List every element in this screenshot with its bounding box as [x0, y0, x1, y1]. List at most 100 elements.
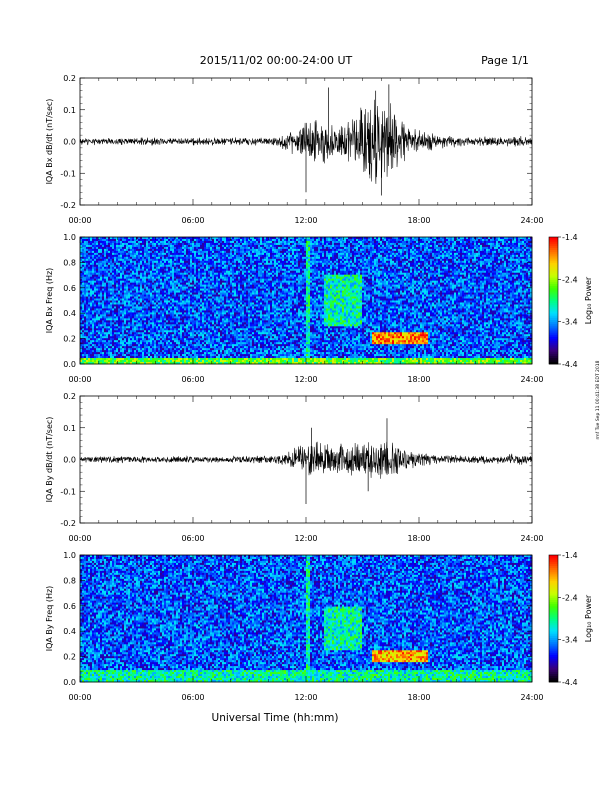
spectrogram-cell	[146, 306, 148, 308]
spectrogram-cell	[216, 251, 218, 253]
spectrogram-cell	[96, 320, 98, 322]
spectrogram-cell	[222, 239, 224, 241]
spectrogram-cell	[168, 271, 170, 273]
spectrogram-cell	[174, 271, 176, 273]
spectrogram-cell	[212, 320, 214, 322]
spectrogram-cell	[212, 279, 214, 281]
spectrogram-cell	[192, 293, 194, 295]
spectrogram-cell	[214, 289, 216, 291]
spectrogram-cell	[166, 293, 168, 295]
spectrogram-cell	[160, 261, 162, 263]
spectrogram-cell	[194, 346, 196, 348]
spectrogram-cell	[118, 265, 120, 267]
spectrogram-cell	[160, 279, 162, 281]
spectrogram-cell	[104, 314, 106, 316]
spectrogram-cell	[228, 251, 230, 253]
spectrogram-cell	[174, 289, 176, 291]
spectrogram-cell	[228, 324, 230, 326]
spectrogram-cell	[102, 247, 104, 249]
spectrogram-cell	[170, 356, 172, 358]
spectrogram-cell	[200, 293, 202, 295]
spectrogram-cell	[100, 338, 102, 340]
spectrogram-cell	[204, 324, 206, 326]
spectrogram-cell	[178, 243, 180, 245]
spectrogram-cell	[176, 289, 178, 291]
spectrogram-cell	[148, 283, 150, 285]
spectrogram-cell	[166, 251, 168, 253]
spectrogram-cell	[128, 334, 130, 336]
spectrogram-cell	[168, 324, 170, 326]
spectrogram-cell	[222, 297, 224, 299]
spectrogram-cell	[106, 239, 108, 241]
spectrogram-cell	[162, 342, 164, 344]
spectrogram-cell	[220, 338, 222, 340]
spectrogram-cell	[84, 283, 86, 285]
spectrogram-cell	[112, 324, 114, 326]
spectrogram-cell	[124, 297, 126, 299]
spectrogram-cell	[100, 283, 102, 285]
spectrogram-cell	[156, 247, 158, 249]
spectrogram-cell	[158, 310, 160, 312]
spectrogram-cell	[124, 334, 126, 336]
spectrogram-cell	[156, 334, 158, 336]
spectrogram-cell	[150, 328, 152, 330]
spectrogram-cell	[180, 293, 182, 295]
spectrogram-cell	[132, 261, 134, 263]
spectrogram-cell	[220, 283, 222, 285]
spectrogram-cell	[220, 320, 222, 322]
spectrogram-cell	[206, 310, 208, 312]
spectrogram-cell	[122, 247, 124, 249]
spectrogram-cell	[114, 261, 116, 263]
spectrogram-cell	[230, 346, 232, 348]
spectrogram-cell	[130, 314, 132, 316]
spectrogram-cell	[196, 356, 198, 358]
spectrogram-cell	[138, 334, 140, 336]
spectrogram-cell	[112, 346, 114, 348]
spectrogram-cell	[202, 279, 204, 281]
spectrogram-cell	[178, 324, 180, 326]
spectrogram-cell	[220, 342, 222, 344]
spectrogram-cell	[222, 342, 224, 344]
spectrogram-cell	[90, 289, 92, 291]
spectrogram-cell	[228, 346, 230, 348]
spectrogram-cell	[146, 265, 148, 267]
spectrogram-cell	[182, 247, 184, 249]
spectrogram-cell	[138, 243, 140, 245]
spectrogram-cell	[124, 289, 126, 291]
spectrogram-cell	[204, 243, 206, 245]
spectrogram-cell	[86, 352, 88, 354]
spectrogram-cell	[200, 257, 202, 259]
spectrogram-cell	[170, 320, 172, 322]
spectrogram-cell	[200, 328, 202, 330]
spectrogram-cell	[88, 328, 90, 330]
spectrogram-cell	[134, 338, 136, 340]
spectrogram-cell	[102, 314, 104, 316]
spectrogram-cell	[138, 293, 140, 295]
spectrogram-cell	[170, 243, 172, 245]
spectrogram-cell	[86, 271, 88, 273]
spectrogram-cell	[182, 283, 184, 285]
spectrogram-cell	[186, 328, 188, 330]
spectrogram-cell	[186, 289, 188, 291]
spectrogram-cell	[200, 338, 202, 340]
spectrogram-cell	[190, 306, 192, 308]
spectrogram-cell	[146, 356, 148, 358]
spectrogram-cell	[88, 342, 90, 344]
spectrogram-cell	[104, 279, 106, 281]
spectrogram-cell	[186, 283, 188, 285]
spectrogram-cell	[226, 247, 228, 249]
spectrogram-cell	[128, 324, 130, 326]
spectrogram-cell	[156, 243, 158, 245]
spectrogram-cell	[140, 342, 142, 344]
spectrogram-cell	[96, 247, 98, 249]
spectrogram-cell	[110, 289, 112, 291]
spectrogram-cell	[114, 283, 116, 285]
spectrogram-cell	[194, 261, 196, 263]
spectrogram-cell	[110, 360, 112, 362]
spectrogram-cell	[88, 275, 90, 277]
spectrogram-cell	[140, 297, 142, 299]
spectrogram-cell	[160, 320, 162, 322]
spectrogram-cell	[224, 352, 226, 354]
spectrogram-cell	[158, 302, 160, 304]
spectrogram-cell	[164, 352, 166, 354]
